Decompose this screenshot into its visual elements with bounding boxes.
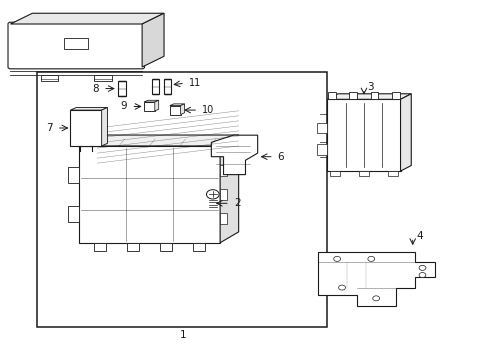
Text: 7: 7 <box>46 123 53 133</box>
Polygon shape <box>180 104 184 114</box>
Text: 3: 3 <box>366 82 373 92</box>
Circle shape <box>333 256 340 261</box>
Bar <box>328 92 335 99</box>
Bar <box>220 165 227 176</box>
Bar <box>193 243 204 251</box>
Bar <box>316 123 327 134</box>
Bar <box>94 75 112 81</box>
Bar <box>160 243 171 251</box>
Bar <box>329 171 339 176</box>
Polygon shape <box>10 13 163 24</box>
Polygon shape <box>169 104 184 105</box>
Bar <box>79 146 220 243</box>
Polygon shape <box>155 100 158 111</box>
Text: 8: 8 <box>92 84 99 94</box>
Bar <box>316 144 327 155</box>
Polygon shape <box>79 135 238 146</box>
Bar <box>68 206 79 222</box>
Bar <box>220 189 227 200</box>
Bar <box>41 75 58 81</box>
Bar <box>64 38 88 49</box>
Bar <box>169 105 180 114</box>
Bar <box>68 167 79 183</box>
Polygon shape <box>144 100 158 102</box>
Polygon shape <box>317 252 434 306</box>
Circle shape <box>372 296 379 301</box>
Text: 11: 11 <box>188 78 201 88</box>
Polygon shape <box>70 108 107 110</box>
Bar <box>37 72 327 327</box>
Bar <box>220 213 227 224</box>
Text: 6: 6 <box>277 152 284 162</box>
Polygon shape <box>220 135 238 243</box>
Circle shape <box>206 190 219 199</box>
FancyBboxPatch shape <box>8 22 144 69</box>
Bar <box>144 102 155 111</box>
Bar <box>327 99 400 171</box>
Bar <box>358 171 368 176</box>
Bar <box>349 92 357 99</box>
Bar <box>127 243 139 251</box>
Bar <box>163 79 170 94</box>
Bar <box>70 110 102 146</box>
Bar <box>118 81 125 96</box>
Circle shape <box>338 285 345 290</box>
Text: 2: 2 <box>233 198 240 208</box>
Bar <box>94 243 105 251</box>
Text: 1: 1 <box>180 330 186 340</box>
Circle shape <box>367 256 374 261</box>
Text: 10: 10 <box>202 105 214 115</box>
Bar <box>370 92 378 99</box>
Text: 5: 5 <box>139 41 145 50</box>
Text: 4: 4 <box>416 231 423 240</box>
Bar <box>152 79 159 94</box>
Circle shape <box>418 273 425 278</box>
Polygon shape <box>211 135 257 175</box>
Bar <box>391 92 399 99</box>
Polygon shape <box>142 13 163 67</box>
Circle shape <box>418 265 425 270</box>
Polygon shape <box>327 94 410 99</box>
Polygon shape <box>102 108 107 146</box>
Bar <box>387 171 397 176</box>
Polygon shape <box>400 94 410 171</box>
Text: 9: 9 <box>121 102 127 112</box>
